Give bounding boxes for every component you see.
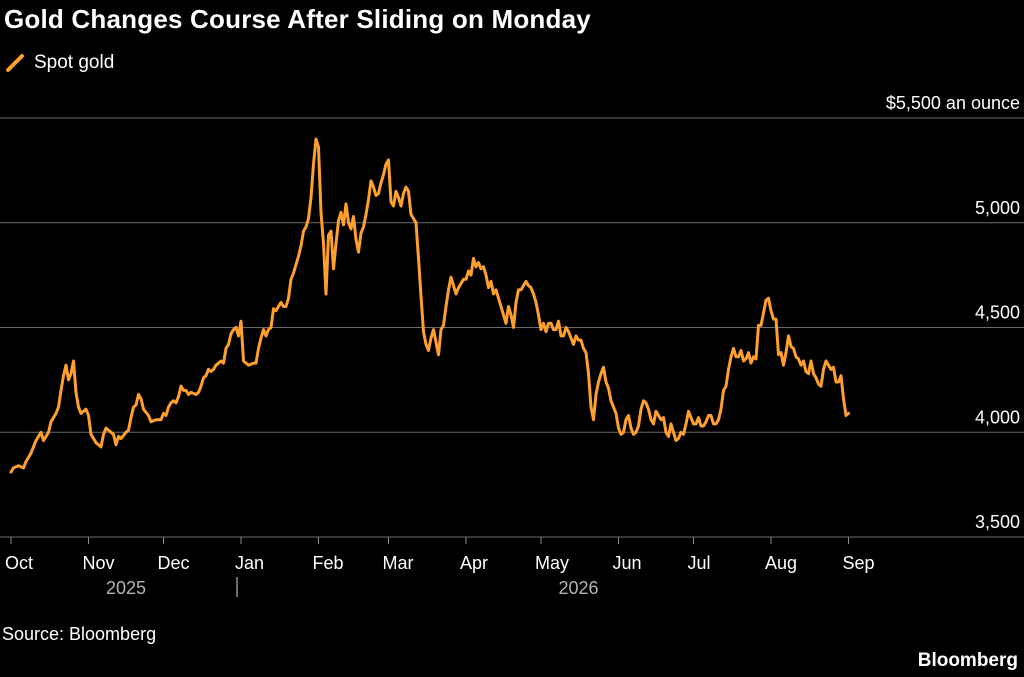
x-tick-label: Jun [613,553,642,573]
x-tick-label: Mar [383,553,414,573]
year-label: 2025 [106,578,146,598]
x-tick-label: Feb [313,553,344,573]
y-tick-label: 4,500 [975,303,1020,323]
y-tick-label: 5,000 [975,198,1020,218]
x-tick-label: Jul [688,553,711,573]
y-tick-label: 4,000 [975,407,1020,427]
x-tick-label: Nov [83,553,115,573]
x-tick-label: May [535,553,569,573]
chart-title: Gold Changes Course After Sliding on Mon… [4,4,591,34]
source-note: Source: Bloomberg [2,624,157,644]
y-unit-label: $5,500 an ounce [886,93,1020,113]
x-tick-label: Oct [5,553,33,573]
x-tick-label: Aug [765,553,797,573]
y-axis-labels: 5,000 4,500 4,000 3,500 $5,500 an ounce [886,93,1020,532]
x-tick-label: Apr [460,553,488,573]
series-layer [9,137,850,474]
x-tick-label: Dec [158,553,190,573]
bloomberg-logo: Bloomberg [917,650,1018,671]
x-axis: Oct Nov Dec Jan Feb Mar Apr May Jun Jul Aug Sep 2025… [5,537,875,598]
x-tick-label: Jan [235,553,264,573]
year-label: 2026 [558,578,598,598]
gridlines [0,117,1024,538]
series-line-spot-gold [9,137,850,474]
legend-label: Spot gold [34,52,115,73]
legend: Spot gold [4,52,114,74]
x-tick-label: Sep [843,553,875,573]
y-tick-label: 3,500 [975,512,1020,532]
legend-swatch-icon [6,54,24,72]
